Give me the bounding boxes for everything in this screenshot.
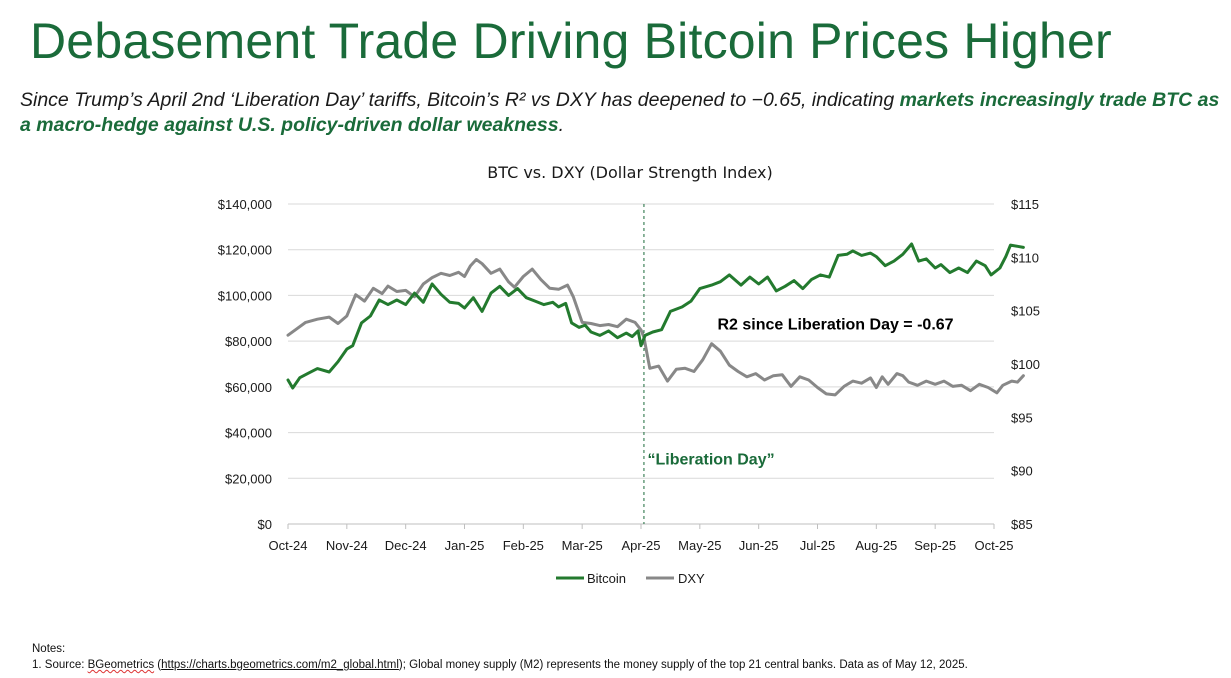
chart-title: BTC vs. DXY (Dollar Strength Index) (487, 163, 773, 182)
y-left-tick-label: $120,000 (218, 243, 272, 258)
x-tick-label: Jan-25 (445, 538, 485, 553)
subtitle-end: . (558, 114, 565, 136)
y-left-tick-label: $80,000 (225, 334, 272, 349)
notes: Notes: 1. Source: BGeometrics (https://c… (32, 641, 968, 673)
r2-annotation: R2 since Liberation Day = -0.67 (717, 317, 953, 334)
y-right-tick-label: $100 (1011, 357, 1040, 372)
x-tick-label: Oct-24 (268, 538, 307, 553)
notes-rest: ); Global money supply (M2) represents t… (398, 659, 968, 671)
y-right-tick-label: $85 (1011, 517, 1033, 532)
x-tick-label: Feb-25 (503, 538, 544, 553)
liberation-day-label: “Liberation Day” (647, 452, 774, 469)
x-tick-label: Sep-25 (914, 538, 956, 553)
series-line-bitcoin (286, 242, 1025, 390)
y-right-tick-label: $95 (1011, 410, 1033, 425)
x-tick-label: Dec-24 (385, 538, 427, 553)
subtitle-text: Since Trump’s April 2nd ‘Liberation Day’… (20, 89, 900, 111)
series-line-dxy (286, 258, 1025, 397)
x-tick-label: Nov-24 (326, 538, 368, 553)
notes-prefix: 1. Source: (32, 659, 88, 671)
x-tick-label: Apr-25 (621, 538, 660, 553)
x-tick-label: Aug-25 (855, 538, 897, 553)
notes-line-1: 1. Source: BGeometrics (https://charts.b… (32, 657, 968, 673)
notes-mid: ( (154, 659, 162, 671)
y-left-tick-label: $60,000 (225, 380, 272, 395)
y-left-tick-label: $100,000 (218, 288, 272, 303)
x-tick-label: Oct-25 (974, 538, 1013, 553)
y-right-tick-label: $115 (1011, 197, 1039, 212)
legend-label-bitcoin: Bitcoin (587, 571, 626, 586)
y-right-tick-label: $110 (1011, 250, 1039, 265)
y-right-tick-label: $105 (1011, 304, 1040, 319)
source-name: BGeometrics (87, 659, 155, 671)
y-left-tick-label: $20,000 (225, 471, 272, 486)
y-left-tick-label: $40,000 (225, 426, 272, 441)
x-tick-label: Mar-25 (562, 538, 603, 553)
page-title: Debasement Trade Driving Bitcoin Prices … (30, 13, 1112, 69)
y-left-tick-label: $140,000 (218, 197, 272, 212)
y-left-tick-label: $0 (258, 517, 272, 532)
subtitle-highlight: markets increasingly trade BTC as a macr… (20, 89, 1220, 136)
source-link[interactable]: https://charts.bgeometrics.com/m2_global… (161, 659, 399, 671)
notes-heading: Notes: (32, 643, 66, 655)
y-right-tick-label: $90 (1011, 464, 1033, 479)
x-tick-label: May-25 (678, 538, 721, 553)
x-tick-label: Jul-25 (800, 538, 835, 553)
x-tick-label: Jun-25 (739, 538, 779, 553)
legend-label-dxy: DXY (678, 571, 705, 586)
page-subtitle: Since Trump’s April 2nd ‘Liberation Day’… (20, 88, 1225, 138)
